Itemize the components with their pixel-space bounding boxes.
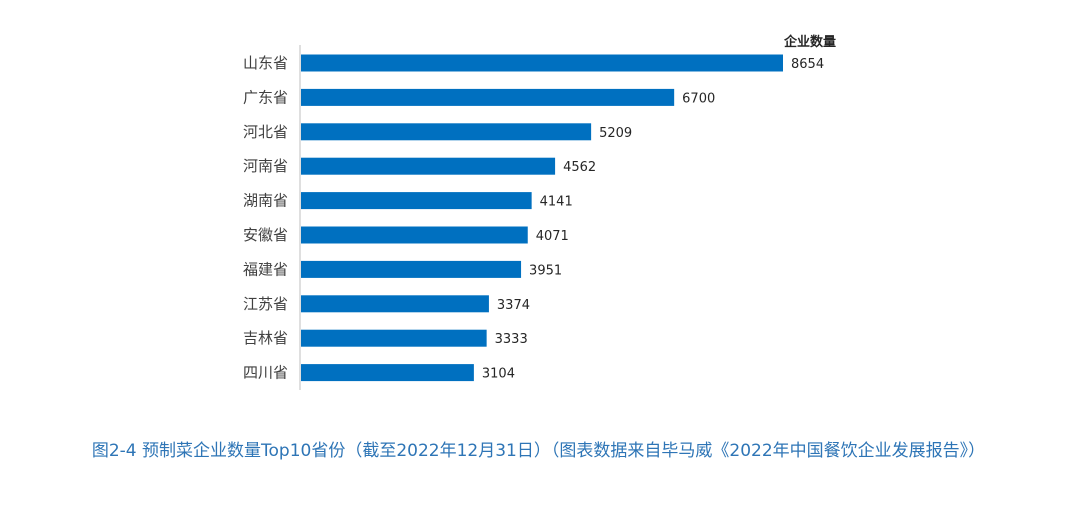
bar xyxy=(301,157,556,175)
data-label: 3374 xyxy=(497,298,530,313)
data-label: 8654 xyxy=(791,57,824,72)
data-label: 4562 xyxy=(563,160,596,175)
bar xyxy=(301,260,522,278)
data-label: 4071 xyxy=(536,229,569,244)
bar xyxy=(301,192,532,210)
bar xyxy=(301,88,675,106)
category-label: 山东省 xyxy=(243,54,288,72)
category-label: 河北省 xyxy=(243,123,288,141)
category-label: 四川省 xyxy=(243,364,288,382)
bar xyxy=(301,295,489,313)
data-label: 6700 xyxy=(682,91,715,106)
bars-group: 山东省 8654 广东省 6700 河北省 5209 河南省 4562 湖南省 4141 安徽省 40… xyxy=(243,54,824,382)
data-label: 3333 xyxy=(495,332,528,347)
data-label: 4141 xyxy=(540,195,573,210)
category-label: 江苏省 xyxy=(243,295,288,313)
figure-caption: 图2-4 预制菜企业数量Top10省份（截至2022年12月31日）（图表数据来… xyxy=(91,441,986,461)
data-label: 5209 xyxy=(599,126,632,141)
bar-chart: 企业数量 山东省 8654 广东省 6700 河北省 5209 河南省 4562 湖南省 4141… xyxy=(243,34,836,390)
bar xyxy=(301,54,783,72)
category-label: 广东省 xyxy=(243,88,288,106)
category-label: 湖南省 xyxy=(243,192,288,210)
data-label: 3104 xyxy=(482,367,515,382)
bar xyxy=(301,329,487,347)
bar xyxy=(301,364,474,382)
category-label: 福建省 xyxy=(243,260,288,278)
bar xyxy=(301,226,528,244)
series-label: 企业数量 xyxy=(783,34,836,50)
bar xyxy=(301,123,592,141)
data-label: 3951 xyxy=(529,263,562,278)
category-label: 安徽省 xyxy=(243,226,288,244)
category-label: 河南省 xyxy=(243,157,288,175)
category-label: 吉林省 xyxy=(243,329,288,347)
